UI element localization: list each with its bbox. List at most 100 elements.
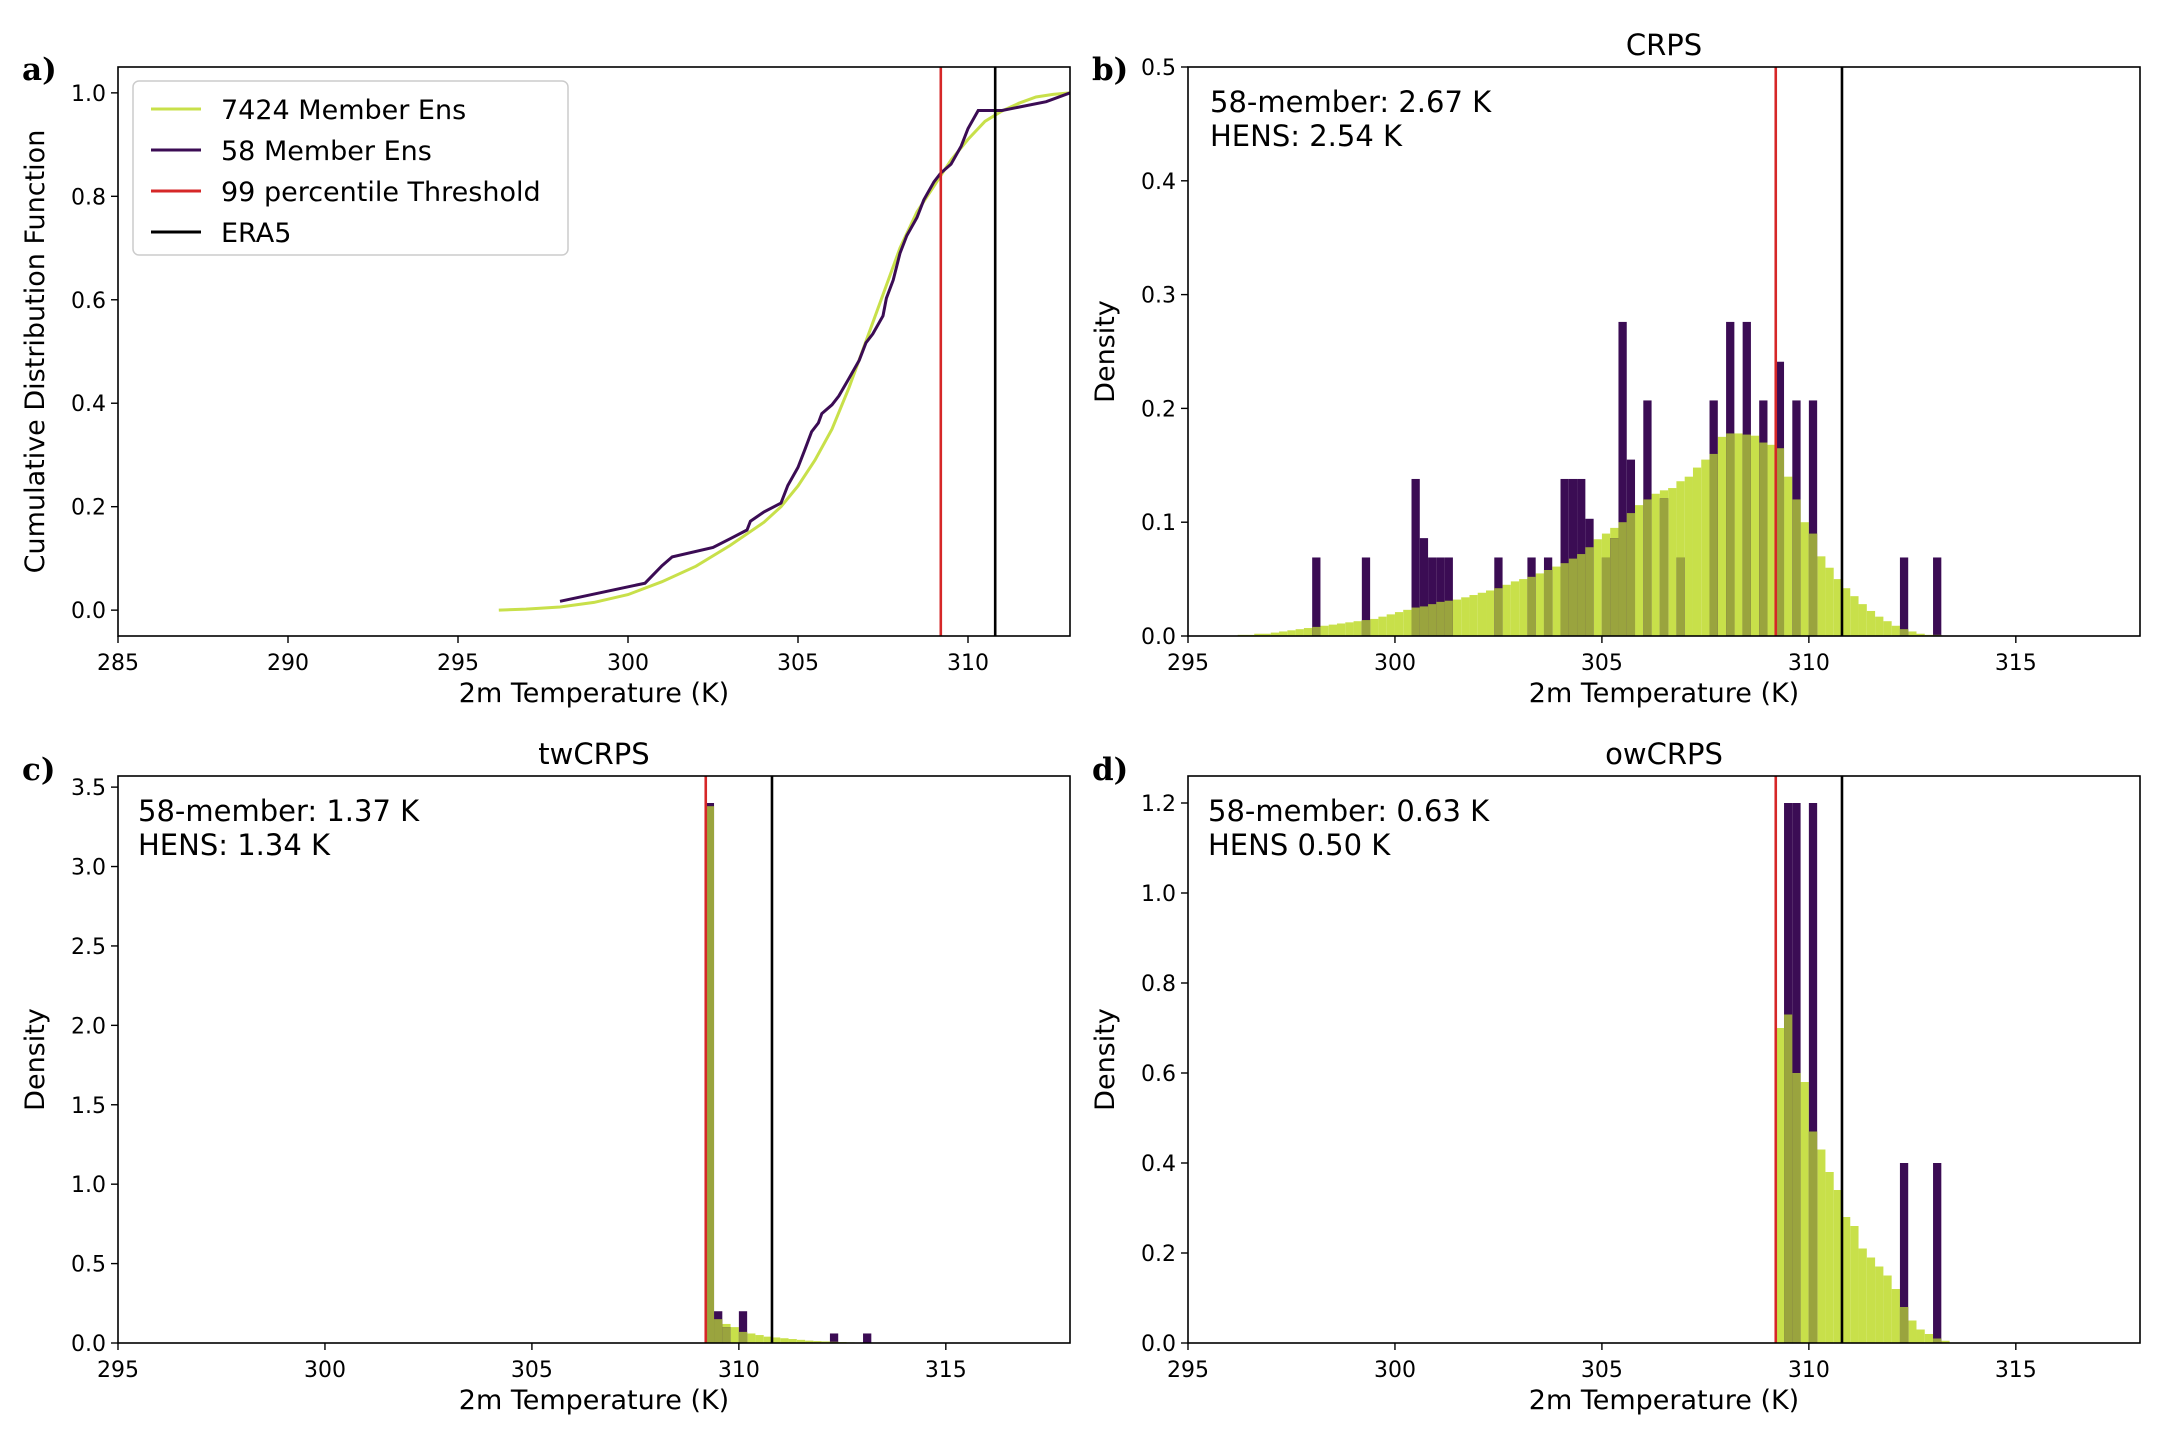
bar: [1808, 1131, 1818, 1343]
bar: [1337, 623, 1346, 636]
bar: [1254, 633, 1263, 636]
y-axis-label: Density: [1090, 300, 1121, 403]
bar: [1808, 533, 1818, 636]
bar: [1800, 1082, 1809, 1343]
bar: [1808, 400, 1818, 636]
panel-label: b): [1092, 52, 1128, 88]
bar: [1461, 597, 1470, 636]
bar: [1833, 1190, 1842, 1343]
bar: [738, 1331, 748, 1343]
axes-frame: [1187, 775, 2141, 1344]
bar: [1452, 599, 1462, 636]
x-tick-label: 305: [777, 651, 819, 676]
bar: [714, 1319, 723, 1343]
bar: [1577, 554, 1586, 636]
bar: [1825, 1172, 1834, 1343]
y-tick-label: 0.0: [1141, 625, 1176, 650]
bar: [1444, 557, 1453, 636]
x-tick-label: 295: [1167, 1358, 1209, 1383]
legend-label: 99 percentile Threshold: [221, 177, 541, 208]
bar: [1899, 1307, 1909, 1343]
bar: [1875, 616, 1884, 636]
bar: [1262, 633, 1271, 636]
bar: [1295, 629, 1304, 636]
bar: [1345, 622, 1354, 636]
x-axis-label: 2m Temperature (K): [1529, 678, 1799, 709]
bar: [1817, 1149, 1826, 1343]
bar: [1659, 498, 1669, 636]
bar: [1560, 563, 1569, 636]
x-tick-label: 290: [267, 651, 309, 676]
bar: [1933, 1163, 1942, 1343]
chart-panel-2: b) 295 300 305 310 315 0.0 0.1 0.2 0.3 0.4 0.5 2m Te…: [1090, 28, 2141, 709]
bar: [1411, 478, 1420, 636]
x-tick-label: 310: [1788, 651, 1830, 676]
y-tick-label: 0.0: [71, 599, 106, 624]
y-tick-label: 3.5: [71, 776, 106, 801]
chart-title: CRPS: [1626, 28, 1702, 62]
x-tick-label: 315: [925, 1358, 967, 1383]
bar: [1792, 1073, 1801, 1343]
plot-area: [1237, 67, 1942, 636]
bar: [1817, 556, 1826, 636]
annotation-line: HENS 0.50 K: [1208, 828, 1391, 862]
bar: [1494, 588, 1503, 636]
x-tick-label: 285: [97, 651, 139, 676]
annotation-line: 58-member: 2.67 K: [1210, 85, 1492, 119]
bar: [1759, 442, 1768, 636]
bar: [1535, 573, 1544, 636]
bar: [1841, 1217, 1851, 1343]
bar: [1635, 505, 1644, 636]
bar: [813, 1341, 822, 1343]
bar: [1568, 478, 1578, 636]
bar: [1701, 459, 1710, 636]
bar: [1850, 596, 1859, 636]
series-hens: [705, 806, 880, 1343]
bar: [763, 1336, 772, 1343]
y-tick-label: 1.2: [1141, 792, 1176, 817]
bar: [1428, 557, 1437, 636]
bar: [1527, 576, 1536, 636]
y-axis-label: Cumulative Distribution Function: [20, 130, 51, 574]
bar: [1684, 476, 1693, 636]
bar: [1428, 604, 1437, 636]
chart-panel-4: d) 295 300 305 310 315 0.0 0.2 0.4 0.6 0.8 1.0 1.2 2m…: [1090, 737, 2141, 1416]
bar: [738, 1311, 748, 1343]
x-axis-label: 2m Temperature (K): [459, 1385, 729, 1416]
bar: [1858, 1248, 1867, 1343]
legend-label: ERA5: [221, 218, 291, 249]
y-tick-label: 1.0: [71, 1173, 106, 1198]
y-tick-label: 0.1: [1141, 511, 1176, 536]
bar: [1585, 547, 1594, 636]
bar: [1866, 1257, 1876, 1343]
bar: [755, 1335, 764, 1343]
x-axis-label: 2m Temperature (K): [1529, 1385, 1799, 1416]
bar: [1303, 628, 1313, 636]
bar: [788, 1339, 797, 1343]
chart-title: owCRPS: [1605, 737, 1723, 771]
bar: [1618, 321, 1627, 636]
bar: [1436, 601, 1445, 636]
bar: [1841, 588, 1851, 636]
series-ens58: [705, 803, 872, 1343]
series-hens-overlay: [1784, 1014, 1942, 1343]
y-tick-label: 0.8: [1141, 972, 1176, 997]
plot-area: [498, 67, 1070, 636]
bar: [1668, 488, 1677, 636]
bar: [1444, 600, 1453, 636]
annotation-line: 58-member: 0.63 K: [1208, 794, 1490, 828]
bar: [1875, 1266, 1884, 1343]
bar: [1933, 557, 1942, 636]
bar: [730, 1327, 739, 1343]
bar: [1361, 620, 1371, 636]
bar: [1403, 609, 1412, 636]
bar: [1593, 539, 1602, 636]
y-tick-label: 1.0: [1141, 882, 1176, 907]
bar: [796, 1339, 806, 1343]
y-tick-label: 0.2: [1141, 397, 1176, 422]
bar: [1784, 1014, 1793, 1343]
panel-label: a): [22, 52, 57, 88]
bar: [1610, 538, 1619, 636]
bar: [1833, 579, 1842, 636]
y-tick-label: 1.0: [71, 82, 106, 107]
